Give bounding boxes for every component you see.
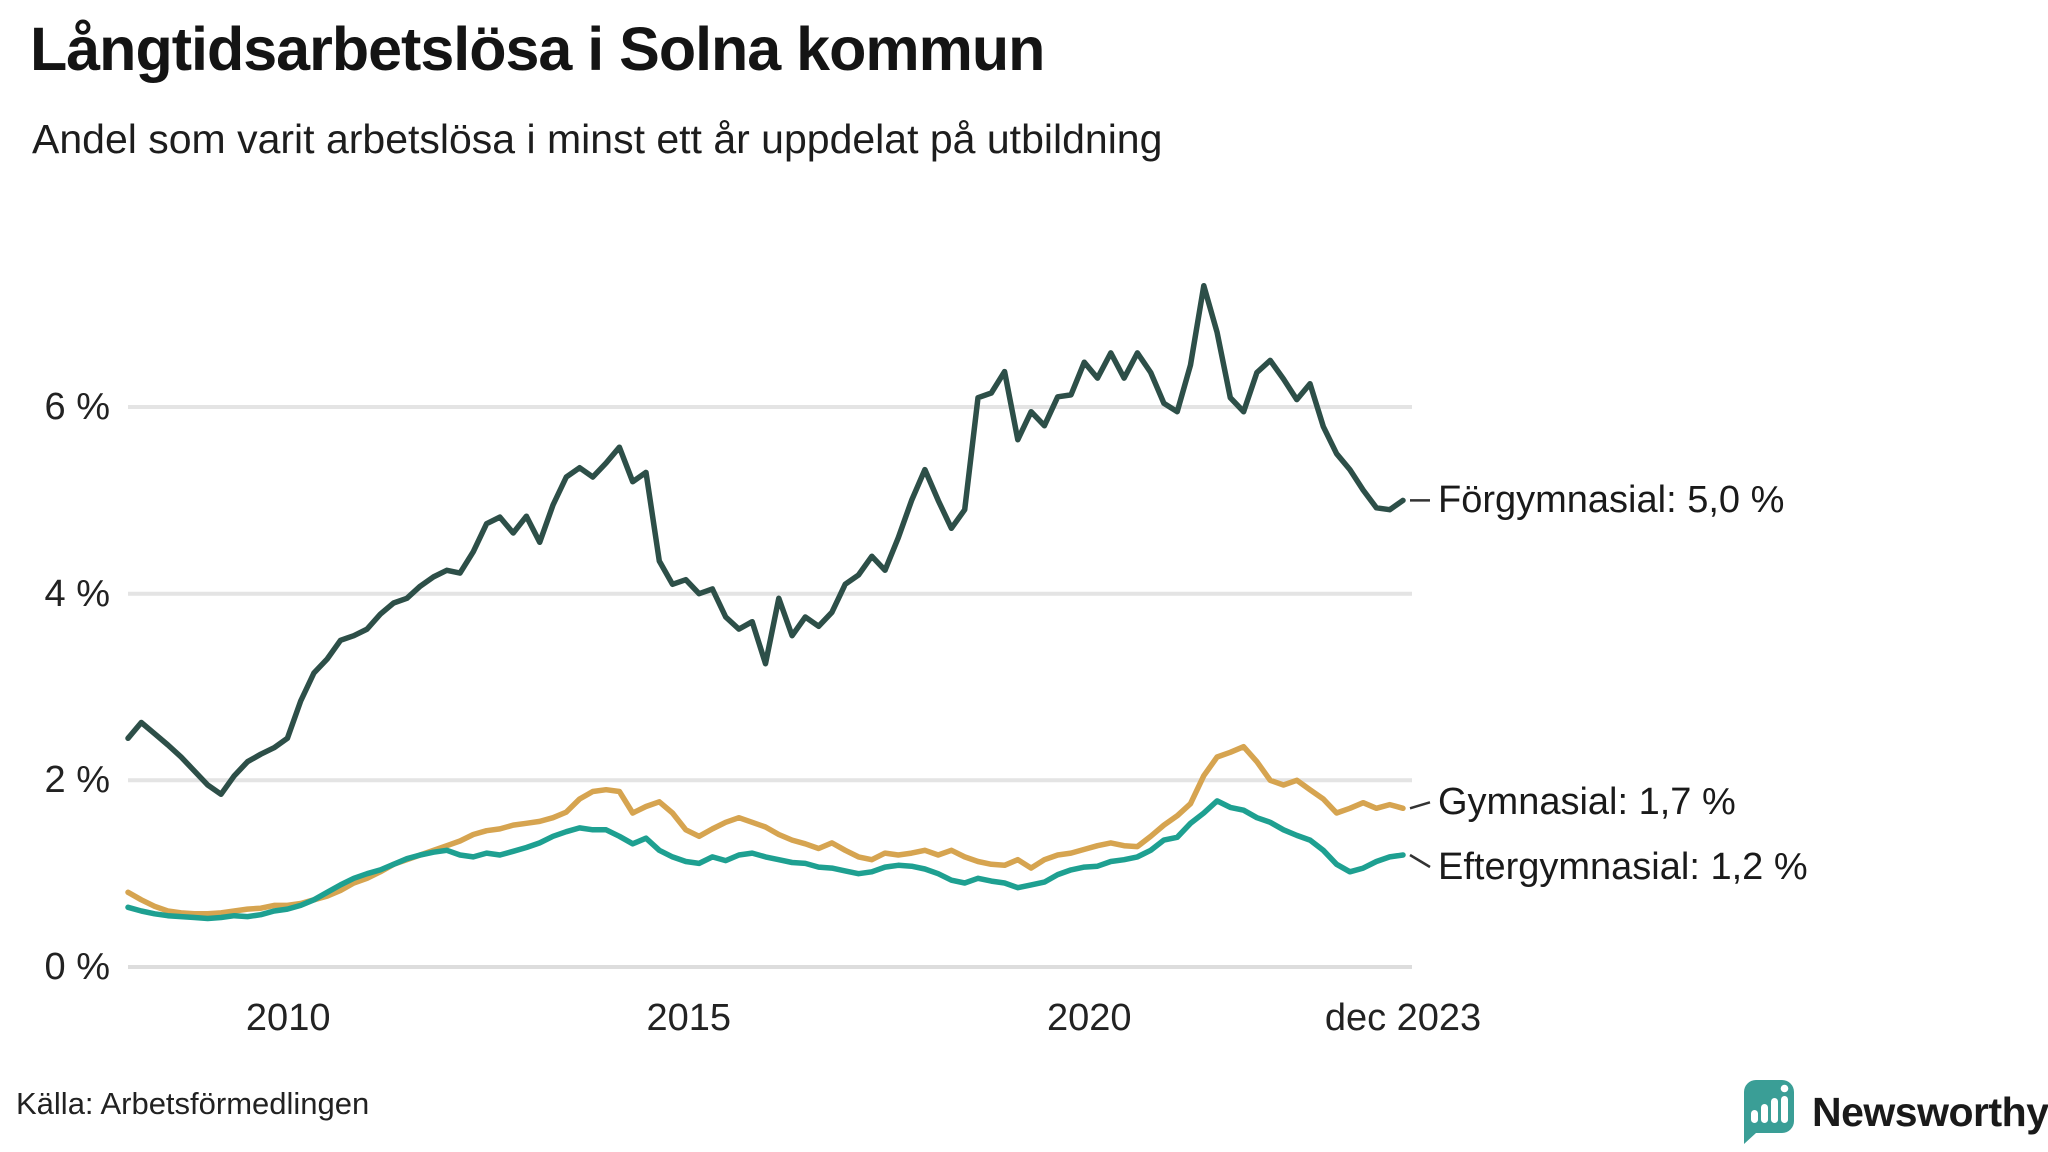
newsworthy-logo-icon	[1744, 1080, 1794, 1144]
x-tick-2020: 2020	[1046, 997, 1132, 1039]
source-note: Källa: Arbetsförmedlingen	[16, 1086, 370, 1121]
x-tick-2010: 2010	[245, 997, 331, 1039]
series-label-gymnasial: Gymnasial: 1,7 %	[1438, 781, 1736, 824]
page-subtitle: Andel som varit arbetslösa i minst ett å…	[32, 116, 1163, 162]
label-connector-gymnasial	[1409, 801, 1431, 810]
series-label-förgymnasial: Förgymnasial: 5,0 %	[1438, 479, 1785, 522]
newsworthy-logo: Newsworthy	[1740, 1080, 2048, 1144]
logo-bar-medium	[1761, 1104, 1768, 1123]
y-tick-6: 6 %	[44, 386, 110, 429]
brand-name: Newsworthy	[1812, 1088, 2048, 1135]
logo-exclamation-dot	[1780, 1084, 1789, 1093]
y-tick-4: 4 %	[44, 572, 110, 615]
line-gymnasial	[125, 743, 1406, 917]
series-label-eftergymnasial: Eftergymnasial: 1,2 %	[1438, 846, 1808, 888]
logo-bar-short	[1751, 1110, 1758, 1123]
label-connector-eftergymnasial	[1409, 853, 1431, 869]
x-tick-2015: 2015	[646, 997, 731, 1039]
line-förgymnasial	[125, 282, 1406, 798]
y-tick-2: 2 %	[44, 759, 110, 802]
page-title: Långtidsarbetslösa i Solna kommun	[30, 15, 1045, 83]
line-eftergymnasial	[125, 798, 1406, 922]
x-tick-dec-2023: dec 2023	[1324, 997, 1482, 1039]
logo-exclamation-bar	[1781, 1096, 1788, 1123]
y-tick-0: 0 %	[44, 946, 110, 988]
logo-bar-tall	[1771, 1098, 1778, 1123]
